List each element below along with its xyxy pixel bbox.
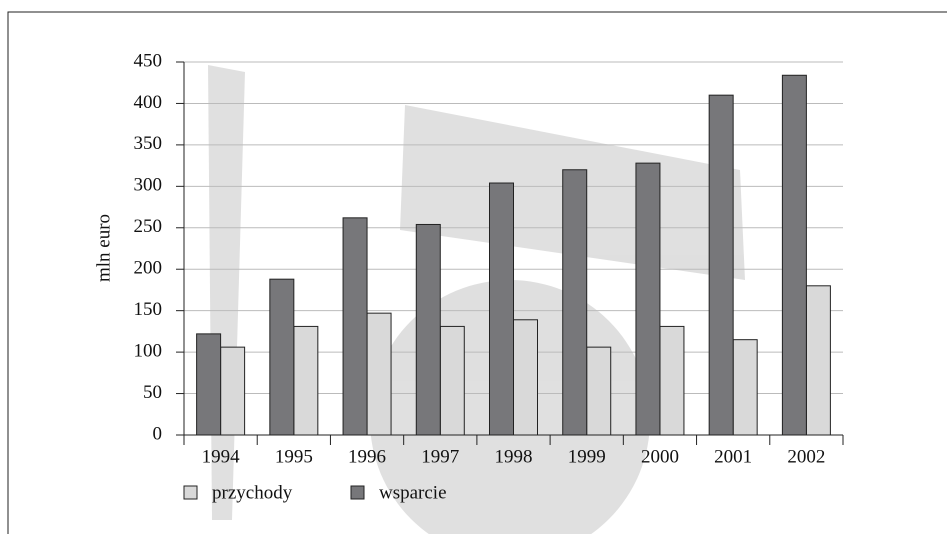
chart: mln euro 0 50 100 150 200 250 300 350 400 450 1994… bbox=[0, 0, 947, 534]
x-tick-label: 1996 bbox=[348, 446, 386, 467]
legend-swatch bbox=[184, 486, 197, 499]
y-tick-label: 50 bbox=[143, 382, 162, 403]
bar bbox=[806, 286, 830, 435]
x-tick-label: 1999 bbox=[568, 446, 606, 467]
x-tick-label: 2001 bbox=[714, 446, 752, 467]
bar bbox=[440, 326, 464, 435]
bar bbox=[197, 334, 221, 435]
bar bbox=[367, 313, 391, 435]
y-tick-label: 350 bbox=[134, 133, 163, 154]
bar bbox=[416, 224, 440, 435]
bar bbox=[709, 95, 733, 435]
bar bbox=[221, 347, 245, 435]
bar bbox=[660, 326, 684, 435]
y-tick-label: 300 bbox=[134, 175, 163, 196]
x-tick-label: 2002 bbox=[787, 446, 825, 467]
bar bbox=[733, 340, 757, 435]
bar bbox=[782, 75, 806, 435]
bar bbox=[563, 170, 587, 435]
y-tick-label: 450 bbox=[134, 50, 163, 71]
bar bbox=[490, 183, 514, 435]
bar bbox=[294, 326, 318, 435]
legend-swatch bbox=[351, 486, 364, 499]
x-tick-label: 1994 bbox=[202, 446, 241, 467]
y-tick-label: 400 bbox=[134, 92, 163, 113]
bar bbox=[270, 279, 294, 435]
legend-label: przychody bbox=[212, 482, 293, 503]
bar bbox=[514, 320, 538, 435]
bar bbox=[636, 163, 660, 435]
y-axis-label: mln euro bbox=[93, 214, 114, 282]
y-tick-label: 150 bbox=[134, 299, 163, 320]
x-tick-label: 1997 bbox=[421, 446, 459, 467]
y-tick-label: 100 bbox=[134, 340, 163, 361]
x-tick-label: 1995 bbox=[275, 446, 313, 467]
y-tick-label: 250 bbox=[134, 216, 163, 237]
bar bbox=[587, 347, 611, 435]
y-tick-label: 200 bbox=[134, 258, 163, 279]
y-tick-label: 0 bbox=[153, 423, 163, 444]
bar bbox=[343, 218, 367, 435]
x-tick-label: 1998 bbox=[495, 446, 533, 467]
x-tick-label: 2000 bbox=[641, 446, 679, 467]
legend-label: wsparcie bbox=[379, 482, 447, 503]
